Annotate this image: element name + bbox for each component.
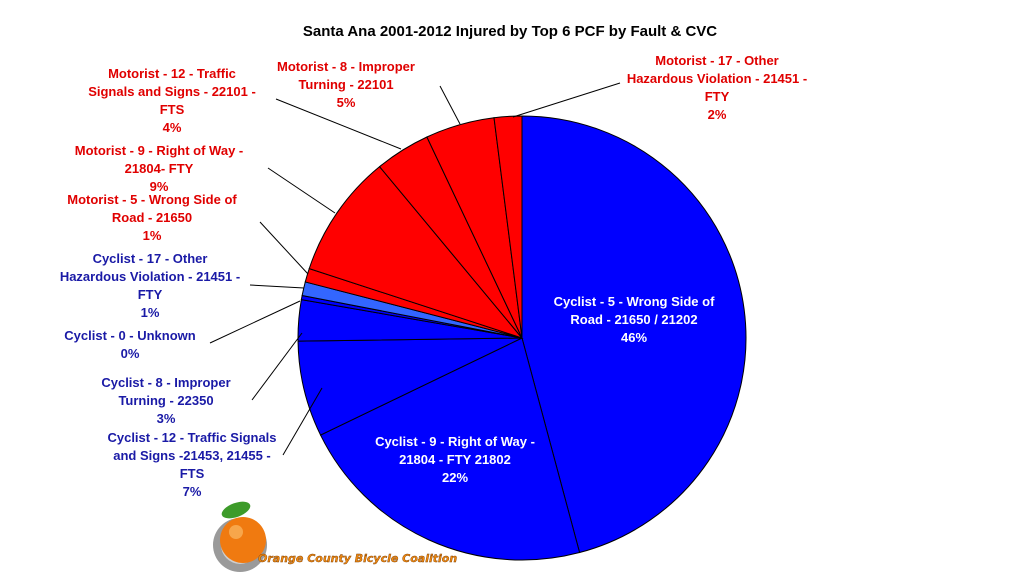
- leader-line: [249, 284, 305, 289]
- leader-line: [251, 332, 303, 401]
- ocbc-logo: Orange County Bicycle Coalition: [213, 501, 458, 572]
- slice-label: Cyclist - 17 - Other Hazardous Violation …: [60, 251, 240, 320]
- slice-label: Motorist - 12 - Traffic Signals and Signs…: [88, 66, 256, 135]
- pie-slice: [493, 115, 523, 339]
- slice-label: Motorist - 8 - Improper Turning - 22101 5%: [277, 59, 415, 110]
- slice-label: Cyclist - 0 - Unknown 0%: [64, 328, 196, 361]
- leader-line: [275, 98, 402, 150]
- pie-slice: [308, 165, 524, 340]
- orange-icon: [220, 501, 266, 563]
- chart-title: Santa Ana 2001-2012 Injured by Top 6 PCF…: [303, 23, 717, 40]
- slice-label: Motorist - 5 - Wrong Side of Road - 21650…: [67, 192, 237, 243]
- leader-lines: [209, 82, 621, 456]
- pie-slices: [297, 115, 747, 561]
- leader-line: [439, 85, 461, 125]
- slice-label: Cyclist - 12 - Traffic Signals and Signs …: [107, 430, 276, 499]
- leader-line: [209, 300, 301, 344]
- slice-label: Motorist - 9 - Right of Way -21804- FTY 9…: [75, 143, 244, 194]
- pie-slice: [521, 115, 747, 554]
- logo-text: Orange County Bicycle Coalition: [258, 552, 457, 565]
- leader-line: [282, 387, 323, 456]
- slice-label: Cyclist - 8 - Improper Turning - 22350 3%: [101, 375, 230, 426]
- slice-label: Cyclist - 5 - Wrong Side of Road - 21650 …: [554, 294, 716, 345]
- slice-label: Cyclist - 9 - Right of Way -21804 - FTY …: [375, 434, 535, 485]
- pie-slice: [319, 337, 581, 561]
- leader-line: [259, 221, 309, 275]
- leader-line: [512, 82, 621, 118]
- slice-label: Motorist - 17 - Other Hazardous Violation…: [627, 53, 807, 122]
- leader-line: [267, 167, 336, 214]
- slice-labels: Cyclist - 5 - Wrong Side of Road - 21650 …: [60, 53, 807, 499]
